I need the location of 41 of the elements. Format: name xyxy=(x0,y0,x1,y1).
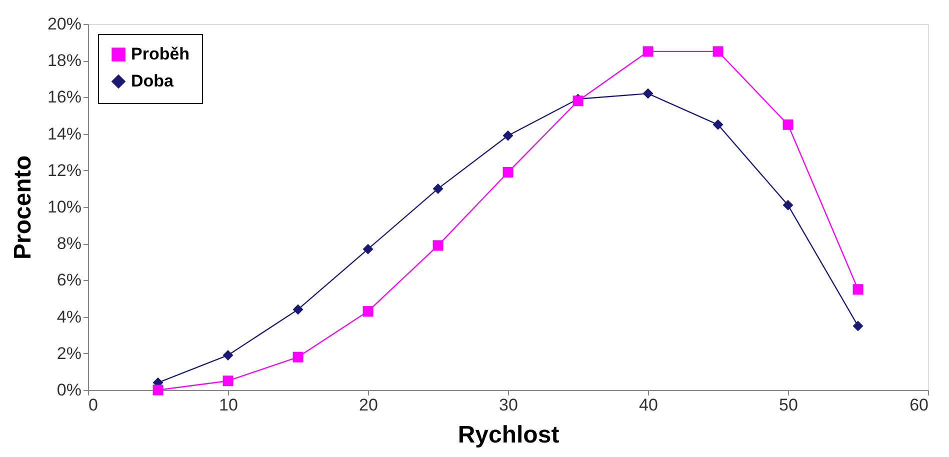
legend-label: Doba xyxy=(131,72,174,90)
y-tick-label: 8% xyxy=(56,234,82,254)
point xyxy=(222,350,234,360)
point xyxy=(292,304,304,315)
y-tick-label: 12% xyxy=(47,160,82,180)
point xyxy=(642,88,654,99)
y-tick-label: 2% xyxy=(56,344,82,363)
point xyxy=(852,284,864,295)
x-tick-label: 10 xyxy=(219,396,238,414)
point xyxy=(502,130,514,141)
y-tick-label: 16% xyxy=(47,88,82,107)
point xyxy=(292,352,304,362)
point xyxy=(782,119,794,130)
y-tick-label: 6% xyxy=(56,270,82,290)
y-tick-label: 20% xyxy=(47,14,82,34)
point xyxy=(152,384,164,396)
x-tick-label: 0 xyxy=(88,396,98,414)
x-tick-label: 20 xyxy=(359,396,378,414)
y-axis-title: Procento xyxy=(9,155,36,260)
point xyxy=(852,320,864,332)
x-axis-title: Rychlost xyxy=(458,422,560,448)
point xyxy=(712,46,724,57)
point xyxy=(362,306,374,317)
point xyxy=(222,376,234,386)
x-tick-label: 30 xyxy=(499,396,518,414)
point xyxy=(432,240,444,251)
y-tick-label: 18% xyxy=(47,51,82,70)
x-tick-label: 50 xyxy=(779,396,798,414)
legend-label: Proběh xyxy=(131,44,190,64)
y-tick-label: 10% xyxy=(47,198,82,216)
point xyxy=(642,46,654,57)
point xyxy=(782,200,794,210)
point xyxy=(502,166,514,178)
x-tick-label: 60 xyxy=(910,396,928,414)
point xyxy=(362,244,374,254)
point xyxy=(712,119,724,130)
y-tick-label: 14% xyxy=(47,124,82,144)
point xyxy=(432,183,444,194)
y-tick-label: 4% xyxy=(56,307,82,326)
y-tick-label: 0% xyxy=(56,380,82,400)
x-tick-label: 40 xyxy=(639,396,658,414)
